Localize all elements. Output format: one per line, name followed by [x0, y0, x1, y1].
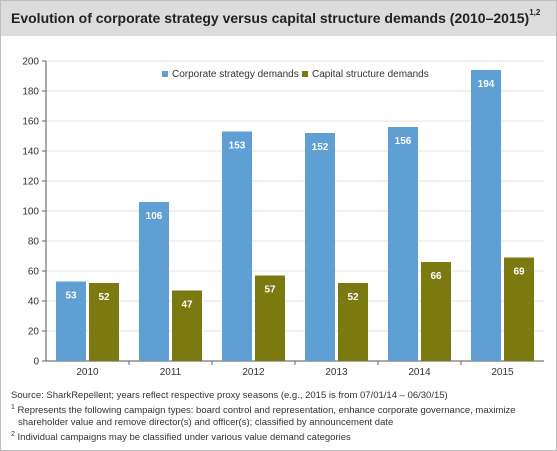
- y-tick-label: 200: [22, 57, 39, 68]
- data-label: 52: [98, 292, 110, 303]
- y-tick-label: 80: [28, 237, 40, 248]
- y-tick-label: 120: [22, 177, 39, 188]
- bar-capital-structure: [421, 262, 451, 361]
- x-tick-label: 2012: [242, 367, 265, 378]
- x-tick-label: 2015: [491, 367, 514, 378]
- title-footnote-marker: 1,2: [529, 8, 541, 18]
- y-tick-label: 180: [22, 87, 39, 98]
- data-label: 152: [312, 142, 329, 153]
- legend-swatch: [162, 71, 168, 77]
- data-label: 153: [229, 141, 246, 152]
- bar-capital-structure: [89, 283, 119, 361]
- x-tick-label: 2011: [160, 367, 182, 378]
- bar-corporate-strategy: [471, 70, 501, 361]
- footnote-1-continued: shareholder value and remove director(s)…: [18, 417, 394, 429]
- data-label: 106: [146, 211, 163, 222]
- footnote-2-text: Individual campaigns may be classified u…: [17, 432, 351, 444]
- bar-corporate-strategy: [222, 131, 252, 361]
- bar-corporate-strategy: [139, 202, 169, 361]
- bar-capital-structure: [172, 290, 202, 361]
- x-tick-label: 2014: [408, 367, 431, 378]
- chart-title: Evolution of corporate strategy versus c…: [11, 8, 541, 26]
- bar-capital-structure: [504, 257, 534, 361]
- footnotes: Source: SharkRepellent; years reflect re…: [11, 390, 551, 444]
- data-label: 156: [395, 136, 412, 147]
- data-label: 194: [478, 79, 495, 90]
- y-tick-label: 160: [22, 117, 39, 128]
- chart-title-text: Evolution of corporate strategy versus c…: [11, 10, 530, 26]
- y-tick-label: 60: [28, 267, 40, 278]
- data-label: 53: [65, 291, 77, 302]
- data-label: 52: [347, 292, 359, 303]
- title-bar: Evolution of corporate strategy versus c…: [1, 1, 556, 36]
- bar-corporate-strategy: [56, 281, 86, 361]
- x-tick-label: 2010: [76, 367, 99, 378]
- footnote-1-marker: 1: [11, 404, 15, 411]
- bar-chart: 0 20 40 60 80 100 120 140 160 180 200 53 52 2010 106 47…: [22, 57, 544, 378]
- source-note: Source: SharkRepellent; years reflect re…: [11, 390, 448, 401]
- legend-label: Corporate strategy demands: [172, 69, 299, 80]
- bar-corporate-strategy: [305, 133, 335, 361]
- y-tick-label: 0: [33, 357, 39, 368]
- footnote-1-text: Represents the following campaign types:…: [17, 405, 516, 417]
- y-tick-label: 140: [22, 147, 39, 158]
- data-label: 69: [513, 267, 525, 278]
- bar-capital-structure: [338, 283, 368, 361]
- bar-capital-structure: [255, 275, 285, 361]
- data-label: 47: [181, 300, 193, 311]
- y-tick-label: 40: [28, 297, 40, 308]
- bar-corporate-strategy: [388, 127, 418, 361]
- footnote-1: 1 Represents the following campaign type…: [11, 402, 551, 417]
- legend-label: Capital structure demands: [312, 69, 429, 80]
- y-tick-label: 20: [28, 327, 40, 338]
- y-tick-label: 100: [22, 207, 39, 218]
- data-label: 57: [264, 285, 276, 296]
- footnote-2: 2 Individual campaigns may be classified…: [11, 429, 551, 444]
- footnote-2-marker: 2: [11, 431, 15, 439]
- legend-swatch: [302, 71, 308, 77]
- data-label: 66: [430, 271, 442, 282]
- x-tick-label: 2013: [325, 367, 348, 378]
